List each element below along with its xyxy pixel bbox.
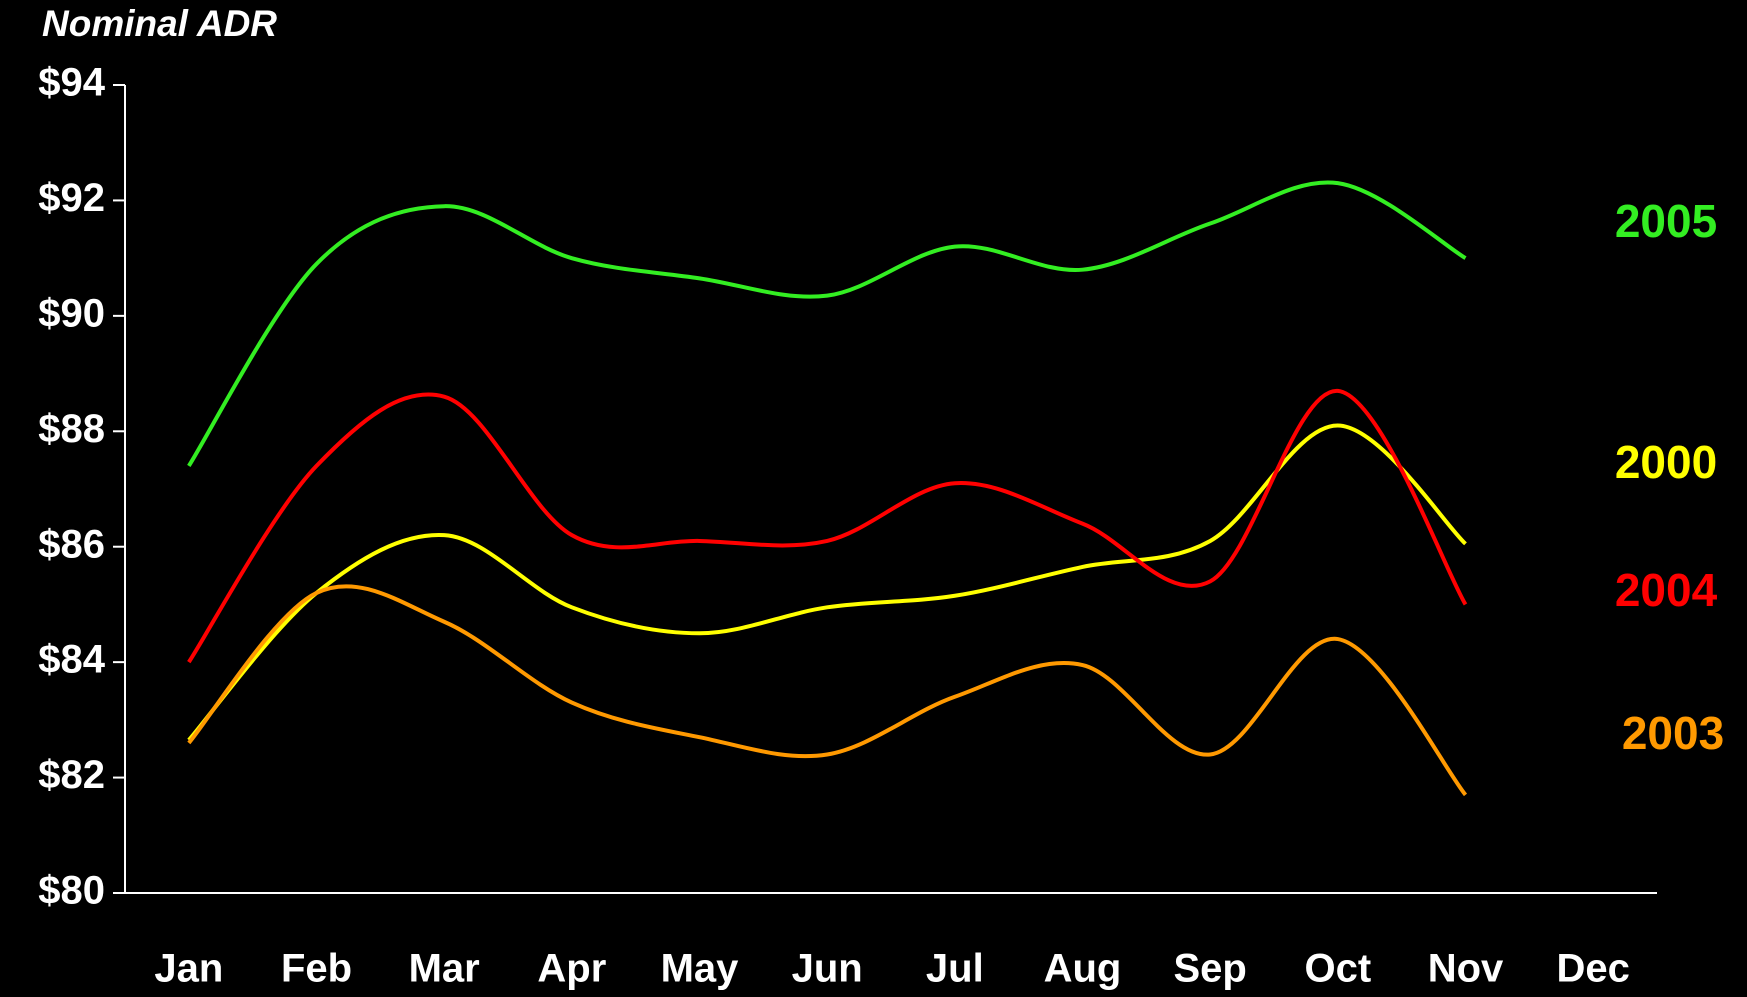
- y-tick-label: $82: [38, 753, 105, 797]
- x-tick-label: Oct: [1304, 947, 1371, 991]
- x-tick-label: Apr: [537, 947, 606, 991]
- y-tick-label: $86: [38, 522, 105, 566]
- x-tick-label: Feb: [281, 947, 352, 991]
- series-line: [187, 180, 1467, 467]
- legend-label: 2003: [1622, 707, 1724, 759]
- x-tick-label: Aug: [1044, 947, 1122, 991]
- x-tick-label: Sep: [1173, 947, 1246, 991]
- x-tick-label: Nov: [1428, 947, 1504, 991]
- legend-label: 2000: [1615, 436, 1717, 488]
- series-line: [187, 584, 1468, 797]
- y-tick-label: $84: [38, 638, 105, 682]
- y-tick-label: $92: [38, 176, 105, 220]
- y-tick-label: $88: [38, 407, 105, 451]
- x-tick-label: Dec: [1556, 947, 1629, 991]
- x-tick-label: Mar: [409, 947, 480, 991]
- y-tick-label: $90: [38, 291, 105, 335]
- legend-label: 2005: [1615, 195, 1717, 247]
- series-line: [187, 423, 1467, 742]
- x-tick-label: Jun: [792, 947, 863, 991]
- series-line: [187, 388, 1468, 664]
- x-tick-label: May: [661, 947, 740, 991]
- x-tick-label: Jul: [926, 947, 984, 991]
- y-tick-label: $80: [38, 869, 105, 913]
- x-tick-label: Jan: [154, 947, 223, 991]
- legend-label: 2004: [1615, 564, 1718, 616]
- chart-title: Nominal ADR: [42, 3, 277, 44]
- y-tick-label: $94: [38, 61, 105, 105]
